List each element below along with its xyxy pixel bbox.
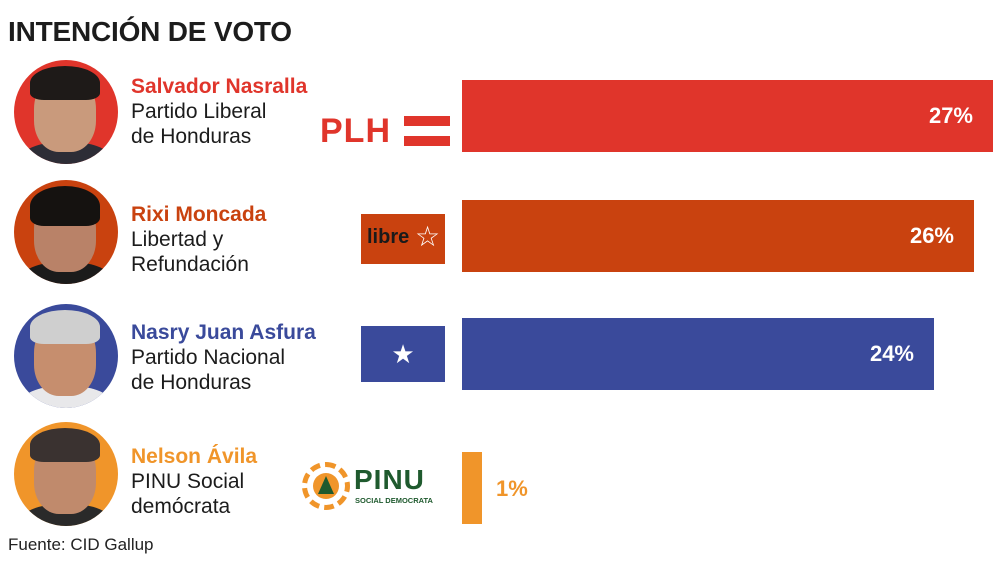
bar-value-label: 27% <box>928 103 973 128</box>
party-name-line2: de Honduras <box>131 125 252 148</box>
candidate-name: Nelson Ávila <box>131 445 258 468</box>
flag-stripe-icon <box>404 136 450 146</box>
bar-value-label: 24% <box>869 341 914 366</box>
party-name-line1: Partido Nacional <box>131 346 286 369</box>
candidate-name: Nasry Juan Asfura <box>131 321 316 344</box>
source-note: Fuente: CID Gallup <box>8 535 154 554</box>
party-name-line2: Refundación <box>131 253 249 276</box>
candidate-row-asfura: Nasry Juan Asfura Partido Nacional de Ho… <box>0 300 1000 410</box>
pinu-logo: PINU SOCIAL DEMOCRATA <box>300 460 442 514</box>
pinu-logo-text: PINU <box>354 464 425 495</box>
party-name-line2: de Honduras <box>131 371 252 394</box>
party-name-line2: demócrata <box>131 495 231 518</box>
plh-logo-text: PLH <box>320 112 391 150</box>
plh-logo: PLH <box>320 112 452 150</box>
party-name-line1: PINU Social <box>131 470 245 493</box>
bar-avila <box>462 452 482 524</box>
candidate-name: Salvador Nasralla <box>131 75 308 98</box>
sun-tree-icon <box>302 462 350 510</box>
candidate-row-moncada: Rixi Moncada Libertad y Refundación libr… <box>0 180 1000 290</box>
pinu-logo-subtext: SOCIAL DEMOCRATA <box>355 496 433 505</box>
libre-logo: libre ☆ <box>361 214 445 264</box>
bar-value-label: 1% <box>496 476 528 501</box>
star-outline-icon: ☆ <box>415 221 441 252</box>
candidate-photo <box>14 304 118 408</box>
party-name-line1: Libertad y <box>131 228 224 251</box>
candidate-row-nasralla: Salvador Nasralla Partido Liberal de Hon… <box>0 60 1000 170</box>
libre-logo-text: libre <box>367 226 410 248</box>
star-icon: ★ <box>391 339 415 369</box>
candidate-name: Rixi Moncada <box>131 203 267 226</box>
chart-title: INTENCIÓN DE VOTO <box>8 16 292 47</box>
bar-value-label: 26% <box>909 223 954 248</box>
partido-nacional-logo: ★ <box>361 326 445 382</box>
candidate-photo <box>14 60 118 164</box>
party-name-line1: Partido Liberal <box>131 100 267 123</box>
bar-asfura: 24% <box>462 318 934 390</box>
candidate-photo <box>14 422 118 526</box>
candidate-row-avila: Nelson Ávila PINU Social demócrata PINU … <box>0 420 1000 530</box>
flag-stripe-icon <box>404 116 450 126</box>
bar-moncada: 26% <box>462 200 974 272</box>
bar-nasralla: 27% <box>462 80 993 152</box>
candidate-photo <box>14 180 118 284</box>
